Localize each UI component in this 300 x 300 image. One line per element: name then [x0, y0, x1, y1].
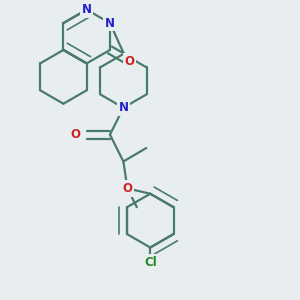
- Text: O: O: [70, 128, 80, 141]
- Text: Cl: Cl: [144, 256, 157, 269]
- Text: N: N: [118, 101, 128, 114]
- Text: N: N: [82, 3, 92, 16]
- Text: O: O: [122, 182, 132, 195]
- Text: O: O: [125, 55, 135, 68]
- Text: N: N: [105, 16, 115, 30]
